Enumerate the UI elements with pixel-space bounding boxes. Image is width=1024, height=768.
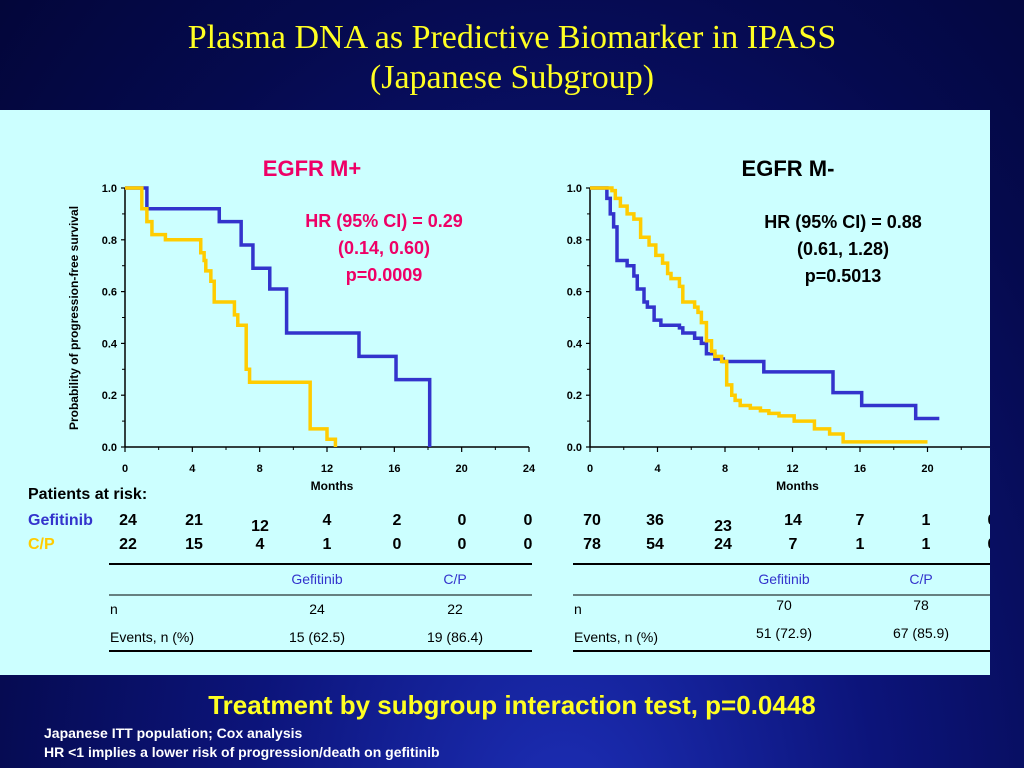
chart1-x-tick-label: 8 bbox=[257, 463, 263, 475]
chart2-table-row-label: n bbox=[574, 601, 582, 617]
risk-label-cp: C/P bbox=[28, 536, 55, 553]
chart2-series-gefitinib-line bbox=[590, 186, 940, 421]
chart1-risk-cp-value: 0 bbox=[524, 536, 533, 553]
chart1-table-cell: 15 (62.5) bbox=[289, 629, 345, 645]
chart1-risk-gefitinib-value: 0 bbox=[524, 512, 533, 529]
slide-title-line1: Plasma DNA as Predictive Biomarker in IP… bbox=[187, 19, 837, 56]
chart2-hr-text-line: p=0.5013 bbox=[805, 266, 882, 286]
chart2-risk-cp-value: 0 bbox=[988, 536, 990, 553]
chart2-risk-cp-value: 78 bbox=[583, 536, 601, 553]
chart1-risk-gefitinib-value: 24 bbox=[119, 512, 137, 529]
chart1-series-gefitinib-line bbox=[125, 186, 432, 447]
chart2-series-cp-line bbox=[590, 186, 928, 444]
chart1-y-tick-label: 1.0 bbox=[102, 183, 117, 195]
chart2-risk-gefitinib-value: 1 bbox=[922, 512, 931, 529]
chart1-hr-text-line: p=0.0009 bbox=[346, 265, 423, 285]
chart1-x-tick-label: 24 bbox=[523, 463, 536, 475]
patients-at-risk-label: Patients at risk: bbox=[28, 486, 147, 503]
chart1-y-tick-label: 0.8 bbox=[102, 235, 117, 247]
chart2-table-cell: 67 (85.9) bbox=[893, 625, 949, 641]
chart1-risk-cp-value: 0 bbox=[393, 536, 402, 553]
chart2-y-tick-label: 0.2 bbox=[567, 390, 582, 402]
chart1-y-tick-label: 0.4 bbox=[102, 338, 118, 350]
chart2-y-tick-label: 0.0 bbox=[567, 442, 582, 454]
chart2-x-tick-label: 8 bbox=[722, 463, 728, 475]
chart2-table-cell: 70 bbox=[776, 597, 792, 613]
chart1-risk-gefitinib-value: 21 bbox=[185, 512, 203, 529]
chart2-table-cell: 78 bbox=[913, 597, 929, 613]
chart1-hr-text-line: HR (95% CI) = 0.29 bbox=[305, 211, 463, 231]
chart2-risk-cp-value: 24 bbox=[714, 536, 732, 553]
footnote-line2: HR <1 implies a lower risk of progressio… bbox=[44, 744, 440, 760]
chart2-risk-cp-value: 7 bbox=[789, 536, 798, 553]
chart1-y-tick-label: 0.2 bbox=[102, 390, 117, 402]
survival-charts: Probability of progression-free survival… bbox=[28, 156, 990, 652]
risk-label-gefitinib: Gefitinib bbox=[28, 512, 93, 529]
chart1-risk-gefitinib-value: 0 bbox=[458, 512, 467, 529]
slide-title-line2: (Japanese Subgroup) bbox=[369, 59, 655, 96]
chart2-risk-cp-value: 1 bbox=[856, 536, 865, 553]
chart1-y-tick-label: 0.0 bbox=[102, 442, 117, 454]
chart1-risk-cp-value: 1 bbox=[323, 536, 332, 553]
chart1-table-header: Gefitinib bbox=[291, 571, 343, 587]
footnotes: Japanese ITT population; Cox analysis HR… bbox=[44, 724, 440, 762]
chart2-risk-gefitinib-value: 14 bbox=[784, 512, 802, 529]
chart1-table-row-label: n bbox=[110, 601, 118, 617]
chart2-risk-gefitinib-value: 7 bbox=[856, 512, 865, 529]
chart2-risk-gefitinib-value: 23 bbox=[714, 518, 732, 535]
chart1-title: EGFR M+ bbox=[263, 156, 361, 181]
chart1-table-cell: 19 (86.4) bbox=[427, 629, 483, 645]
chart2-x-tick-label: 12 bbox=[786, 463, 798, 475]
chart2-table-header: C/P bbox=[909, 571, 932, 587]
chart2-hr-text-line: HR (95% CI) = 0.88 bbox=[764, 212, 922, 232]
footnote-line1: Japanese ITT population; Cox analysis bbox=[44, 725, 303, 741]
chart1-hr-text-line: (0.14, 0.60) bbox=[338, 238, 430, 258]
chart2-risk-gefitinib-value: 0 bbox=[988, 512, 990, 529]
chart1-x-tick-label: 20 bbox=[456, 463, 468, 475]
chart2-risk-cp-value: 54 bbox=[646, 536, 664, 553]
chart1-y-tick-label: 0.6 bbox=[102, 287, 117, 299]
chart1-risk-gefitinib-value: 12 bbox=[251, 518, 269, 535]
chart1-x-axis-label: Months bbox=[311, 479, 354, 493]
chart2-x-tick-label: 0 bbox=[587, 463, 593, 475]
chart1-risk-gefitinib-value: 2 bbox=[393, 512, 402, 529]
chart-panel: Probability of progression-free survival… bbox=[0, 110, 990, 675]
chart2-x-tick-label: 16 bbox=[854, 463, 866, 475]
chart2-table-header: Gefitinib bbox=[758, 571, 810, 587]
chart1-risk-cp-value: 15 bbox=[185, 536, 203, 553]
chart2-risk-gefitinib-value: 36 bbox=[646, 512, 664, 529]
chart1-series-cp-line bbox=[125, 186, 338, 447]
chart2-x-axis-label: Months bbox=[776, 479, 819, 493]
chart2-y-tick-label: 0.4 bbox=[567, 338, 583, 350]
chart2-risk-gefitinib-value: 70 bbox=[583, 512, 601, 529]
chart2-title: EGFR M- bbox=[742, 156, 835, 181]
chart2-hr-text-line: (0.61, 1.28) bbox=[797, 239, 889, 259]
chart2-y-tick-label: 1.0 bbox=[567, 183, 582, 195]
chart1-x-tick-label: 16 bbox=[388, 463, 400, 475]
interaction-test-text: Treatment by subgroup interaction test, … bbox=[208, 690, 816, 720]
slide-title: Plasma DNA as Predictive Biomarker in IP… bbox=[0, 18, 1024, 98]
chart2-table-cell: 51 (72.9) bbox=[756, 625, 812, 641]
chart1-x-tick-label: 4 bbox=[189, 463, 196, 475]
chart1-x-tick-label: 0 bbox=[122, 463, 128, 475]
chart2-risk-cp-value: 1 bbox=[922, 536, 931, 553]
chart1-table-cell: 24 bbox=[309, 601, 325, 617]
chart1-risk-cp-value: 22 bbox=[119, 536, 137, 553]
chart2-x-tick-label: 4 bbox=[654, 463, 661, 475]
chart1-table-cell: 22 bbox=[447, 601, 463, 617]
chart1-table-row-label: Events, n (%) bbox=[110, 629, 194, 645]
chart2-y-tick-label: 0.6 bbox=[567, 287, 582, 299]
chart1-risk-cp-value: 0 bbox=[458, 536, 467, 553]
chart1-risk-cp-value: 4 bbox=[256, 536, 265, 553]
chart2-y-tick-label: 0.8 bbox=[567, 235, 582, 247]
chart1-table-header: C/P bbox=[443, 571, 466, 587]
chart2-x-tick-label: 20 bbox=[921, 463, 933, 475]
chart2-table-row-label: Events, n (%) bbox=[574, 629, 658, 645]
y-axis-label: Probability of progression-free survival bbox=[67, 206, 81, 430]
chart1-x-tick-label: 12 bbox=[321, 463, 333, 475]
chart1-risk-gefitinib-value: 4 bbox=[323, 512, 332, 529]
